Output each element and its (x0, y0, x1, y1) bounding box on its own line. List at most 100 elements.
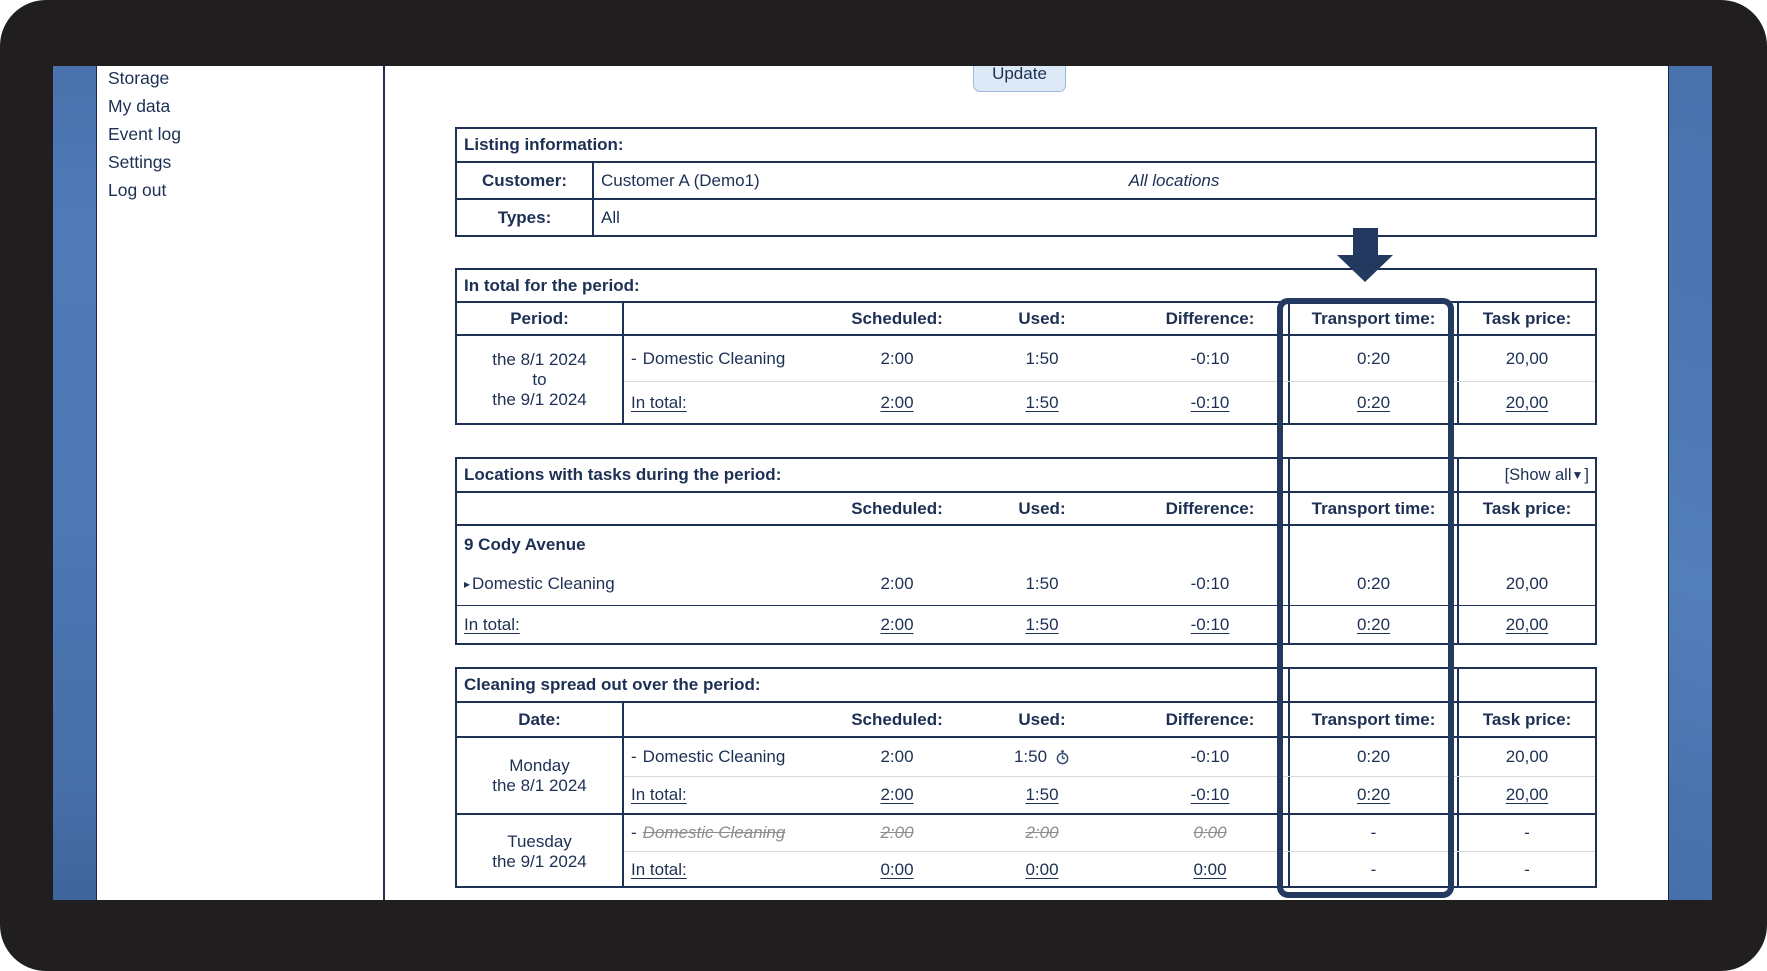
transport-total-empty: - (1288, 852, 1457, 888)
right-edge-strip (1668, 66, 1712, 900)
spacer-cell (1288, 669, 1457, 701)
location-name: 9 Cody Avenue (464, 534, 586, 554)
day-date: the 9/1 2024 (492, 851, 587, 871)
table-row-in-total: In total: 2:00 1:50 -0:10 0:20 20,00 (624, 381, 1595, 423)
in-total-link[interactable]: In total: (631, 392, 687, 412)
table-row-in-total: In total: 0:00 0:00 0:00 - - (624, 851, 1595, 888)
task-dash-prefix: - (631, 823, 637, 842)
difference-value: -0:10 (1190, 348, 1230, 368)
task-price-column-header: Task price: (1457, 303, 1595, 334)
transport-total-link[interactable]: 0:20 (1356, 785, 1391, 804)
expand-triangle-icon: ▸ (464, 577, 471, 591)
price-total-empty: - (1457, 852, 1595, 888)
sidebar-item-log-out[interactable]: Log out (108, 179, 167, 200)
spacer-cell (1457, 526, 1595, 563)
all-locations-note: All locations (1128, 170, 1220, 190)
difference-value: -0:10 (1190, 574, 1230, 593)
used-column-header: Used: (1018, 709, 1066, 729)
listing-information-table: Listing information: Customer: Customer … (455, 127, 1597, 237)
customer-label: Customer: (457, 163, 594, 198)
scheduled-column-header: Scheduled: (851, 498, 943, 518)
location-task-link[interactable]: Domestic Cleaning (472, 574, 615, 593)
period-column-header: Period: (457, 303, 624, 334)
price-total-link[interactable]: 20,00 (1505, 392, 1549, 412)
price-value: 20,00 (1457, 738, 1595, 776)
transport-time-column-header: Transport time: (1288, 303, 1457, 334)
in-total-link[interactable]: In total: (631, 785, 687, 804)
chevron-down-icon: ▼ (1571, 468, 1584, 482)
transport-total-link[interactable]: 0:20 (1356, 392, 1391, 412)
used-value: 1:50 (1025, 348, 1059, 368)
transport-time-column-header: Transport time: (1288, 493, 1457, 524)
customer-value: Customer A (Demo1) (601, 170, 760, 190)
table-row-in-total: In total: 2:00 1:50 -0:10 0:20 20,00 (457, 605, 1595, 643)
table-row-in-total: In total: 2:00 1:50 -0:10 0:20 20,00 (624, 776, 1595, 813)
used-total-link[interactable]: 1:50 (1025, 614, 1059, 634)
scheduled-value: 2:00 (880, 348, 914, 368)
scheduled-column-header: Scheduled: (851, 308, 943, 328)
transport-total-link[interactable]: 0:20 (1356, 614, 1391, 634)
spacer-cell (1457, 669, 1595, 701)
date-cell: Monday the 8/1 2024 (457, 738, 624, 813)
task-price-column-header: Task price: (1457, 703, 1595, 736)
period-to-word: to (532, 369, 547, 389)
task-name: Domestic Cleaning (642, 747, 786, 766)
used-total-link[interactable]: 0:00 (1025, 860, 1059, 879)
listing-information-title: Listing information: (464, 135, 624, 154)
day-date: the 8/1 2024 (492, 775, 587, 795)
price-value: 20,00 (1457, 563, 1595, 605)
locations-title: Locations with tasks during the period: (464, 465, 782, 484)
scheduled-total-link[interactable]: 0:00 (880, 860, 914, 879)
in-total-link[interactable]: In total: (464, 614, 520, 634)
sidebar-item-settings[interactable]: Settings (108, 151, 172, 172)
sidebar-item-my-data[interactable]: My data (108, 95, 171, 116)
period-totals-table: In total for the period: Period: Schedul… (455, 268, 1597, 425)
transport-value: - (1288, 815, 1457, 851)
difference-column-header: Difference: (1165, 308, 1255, 328)
sidebar-item-event-log[interactable]: Event log (108, 123, 181, 144)
difference-column-header: Difference: (1165, 498, 1255, 518)
app-window: Storage My data Event log Settings Log o… (53, 66, 1712, 900)
difference-total-link[interactable]: -0:10 (1190, 614, 1230, 634)
cleaning-spread-table: Cleaning spread out over the period: Dat… (455, 667, 1597, 888)
price-total-link[interactable]: 20,00 (1505, 785, 1549, 804)
used-value: 1:50 (1025, 574, 1059, 593)
transport-time-column-header: Transport time: (1288, 703, 1457, 736)
scheduled-total-link[interactable]: 2:00 (880, 392, 914, 412)
show-all-bracket: ] (1584, 465, 1589, 484)
in-total-link[interactable]: In total: (631, 860, 687, 879)
day-group-monday: Monday the 8/1 2024 - Domestic Cleaning … (457, 738, 1595, 813)
day-name: Monday (509, 755, 570, 775)
left-edge-strip (53, 66, 97, 900)
price-value: - (1457, 815, 1595, 851)
difference-value: -0:10 (1190, 747, 1230, 766)
difference-total-link[interactable]: 0:00 (1193, 860, 1227, 879)
period-range-cell: the 8/1 2024 to the 9/1 2024 (457, 336, 624, 423)
price-total-link[interactable]: 20,00 (1505, 614, 1549, 634)
table-row: - Domestic Cleaning 2:00 1:50 (624, 738, 1595, 776)
difference-value-cancelled: 0:00 (1193, 823, 1227, 842)
used-value-cancelled: 2:00 (1025, 823, 1059, 842)
difference-total-link[interactable]: -0:10 (1190, 392, 1230, 412)
used-total-link[interactable]: 1:50 (1025, 392, 1059, 412)
sidebar-item-storage[interactable]: Storage (108, 67, 170, 88)
stopwatch-icon[interactable] (1055, 749, 1070, 765)
types-value: All (601, 207, 620, 227)
price-value: 20,00 (1457, 336, 1595, 381)
task-price-column-header: Task price: (1457, 493, 1595, 524)
transport-value: 0:20 (1288, 738, 1457, 776)
task-name-cancelled: Domestic Cleaning (642, 823, 786, 842)
scheduled-total-link[interactable]: 2:00 (880, 614, 914, 634)
used-total-link[interactable]: 1:50 (1025, 785, 1059, 804)
spacer-cell (624, 303, 842, 334)
transport-value: 0:20 (1288, 563, 1457, 605)
difference-total-link[interactable]: -0:10 (1190, 785, 1230, 804)
sidebar-menu: Storage My data Event log Settings Log o… (108, 66, 181, 204)
scheduled-value: 2:00 (880, 574, 914, 593)
locations-table: Locations with tasks during the period: … (455, 457, 1597, 645)
scheduled-total-link[interactable]: 2:00 (880, 785, 914, 804)
date-column-header: Date: (457, 703, 624, 736)
update-button[interactable]: Update (973, 66, 1066, 92)
show-all-label: [Show all (1504, 465, 1572, 484)
show-all-dropdown[interactable]: [Show all ▼] (1457, 459, 1595, 491)
